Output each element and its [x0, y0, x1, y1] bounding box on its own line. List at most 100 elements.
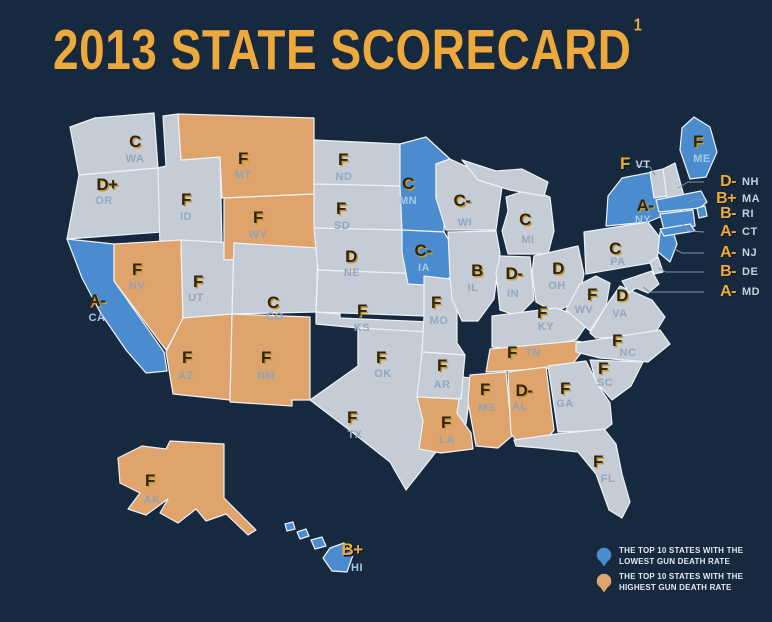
state-abbr: VA: [612, 308, 627, 320]
state-grade: F: [182, 348, 192, 367]
state-IL[interactable]: [447, 230, 501, 322]
state-ND[interactable]: [313, 139, 401, 187]
state-grade: F: [145, 471, 155, 490]
state-KY[interactable]: [491, 307, 591, 352]
state-DE[interactable]: [649, 256, 664, 275]
state-grade: F: [537, 303, 547, 322]
state-AK[interactable]: [117, 440, 257, 536]
state-grade-shadow: D+: [98, 176, 120, 195]
state-grade: B: [471, 261, 483, 280]
state-MT[interactable]: [177, 113, 315, 199]
callout-row-CT: A- CT: [706, 223, 758, 241]
state-grade-shadow: C: [404, 175, 416, 194]
state-grade-shadow: F: [481, 381, 491, 400]
legend-line: LOWEST GUN DEATH RATE: [619, 556, 731, 566]
state-grade: F: [693, 132, 703, 151]
state-grade: D: [552, 259, 564, 278]
legend-text-lowest: THE TOP 10 STATES WITH THE LOWEST GUN DE…: [619, 546, 743, 567]
title-text: 2013 STATE SCORECARD: [53, 18, 632, 82]
state-grade: C-: [415, 241, 432, 260]
state-grade-shadow: D-: [507, 265, 524, 284]
state-grade-shadow: A-: [90, 292, 107, 311]
state-grade: F: [347, 408, 357, 427]
state-SC[interactable]: [589, 359, 644, 401]
callout-grade: B-: [720, 205, 736, 222]
orange-pin-icon: [596, 573, 612, 592]
state-OH[interactable]: [531, 245, 585, 313]
callout-state-name: RI: [742, 208, 754, 220]
state-grade: D: [616, 286, 628, 305]
state-abbr: SD: [334, 220, 350, 232]
callout-state-name: MA: [742, 193, 761, 205]
state-MA[interactable]: [655, 190, 708, 213]
state-abbr: AZ: [178, 370, 194, 382]
state-MI-upper-peninsula[interactable]: [461, 159, 549, 197]
state-RI[interactable]: [696, 205, 708, 219]
state-FL[interactable]: [513, 428, 631, 519]
callout-row-DE: B- DE: [706, 263, 758, 281]
state-grade: D-: [516, 381, 533, 400]
state-grade-shadow: D: [618, 287, 630, 306]
legend-row-lowest: THE TOP 10 STATES WITH THE LOWEST GUN DE…: [596, 546, 772, 567]
state-grade-shadow: F: [599, 360, 609, 379]
state-abbr: GA: [556, 398, 574, 410]
state-grade: F: [253, 208, 263, 227]
state-MS[interactable]: [467, 371, 513, 449]
state-abbr: TN: [525, 347, 541, 359]
state-grade: F: [560, 379, 570, 398]
state-grade: F: [132, 260, 142, 279]
state-grade: D: [345, 247, 357, 266]
state-grade: F: [261, 348, 271, 367]
state-abbr: TX: [347, 429, 362, 441]
state-grade-shadow: F: [377, 349, 387, 368]
state-grade: F: [441, 413, 451, 432]
state-grade-shadow: C-: [416, 242, 433, 261]
legend-line: THE TOP 10 STATES WITH THE: [619, 572, 744, 581]
state-abbr: ME: [693, 153, 711, 165]
state-SD[interactable]: [313, 183, 403, 231]
state-abbr: MO: [430, 315, 449, 327]
state-grade: B+: [341, 540, 363, 559]
state-GA[interactable]: [547, 360, 613, 433]
state-LA[interactable]: [416, 396, 474, 454]
state-NC[interactable]: [575, 329, 671, 363]
state-NH[interactable]: [662, 162, 685, 199]
state-abbr: KY: [538, 321, 554, 333]
map-leader-lines: [635, 165, 705, 293]
state-abbr: UT: [188, 292, 204, 304]
legend-row-highest: THE TOP 10 STATES WITH THE HIGHEST GUN D…: [596, 572, 772, 593]
state-grade: F: [431, 293, 441, 312]
states-layer: [66, 112, 718, 573]
state-MD[interactable]: [621, 270, 660, 294]
state-grade-shadow: F: [508, 344, 518, 363]
state-abbr: WI: [458, 217, 472, 229]
state-grade: F: [338, 150, 348, 169]
state-WA[interactable]: [69, 112, 159, 176]
state-abbr: SC: [597, 377, 613, 389]
state-grade-shadow: B: [473, 262, 485, 281]
state-grade: A-: [637, 196, 654, 215]
state-abbr: IL: [468, 282, 479, 294]
state-grade: F: [238, 149, 248, 168]
state-grade-shadow: F: [348, 409, 358, 428]
callout-row-MD: A- MD: [706, 283, 760, 301]
state-grade: F: [587, 285, 597, 304]
state-WV[interactable]: [565, 275, 611, 332]
state-NM[interactable]: [229, 313, 311, 407]
state-ME[interactable]: [679, 116, 718, 180]
state-abbr: MT: [235, 169, 252, 181]
state-HI[interactable]: [284, 521, 354, 573]
state-grade-shadow: D-: [517, 382, 534, 401]
state-abbr: WY: [249, 229, 268, 241]
state-grade-shadow: D: [554, 260, 566, 279]
callout-row-RI: B- RI: [706, 205, 754, 223]
state-AR[interactable]: [416, 351, 466, 400]
state-AZ[interactable]: [165, 313, 233, 401]
state-grade-shadow: F: [358, 302, 368, 321]
state-grade: F: [620, 154, 630, 173]
state-abbr: ND: [336, 171, 353, 183]
state-abbr: MI: [521, 234, 534, 246]
state-grade-shadow: C: [269, 294, 281, 313]
state-grade: C: [519, 210, 531, 229]
legend-line: THE TOP 10 STATES WITH THE: [619, 546, 744, 555]
